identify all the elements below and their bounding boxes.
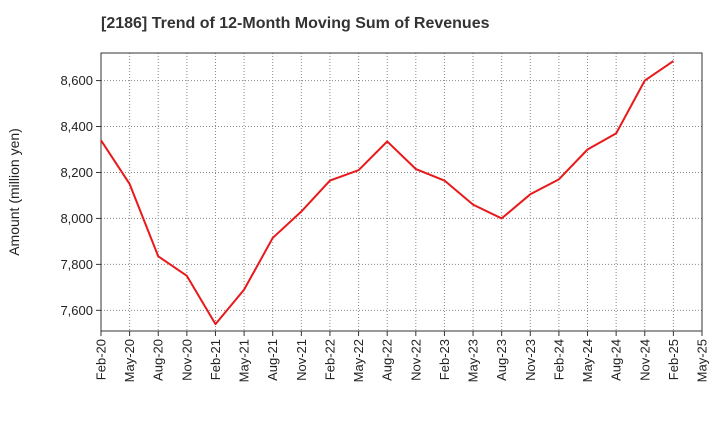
x-tick-label: May-25 <box>695 339 710 382</box>
grid-lines <box>100 53 703 331</box>
x-tick-label: Nov-23 <box>523 339 538 381</box>
y-tick-label: 8,200 <box>60 165 93 180</box>
y-axis-label: Amount (million yen) <box>6 128 22 256</box>
y-axis-ticks: 7,600 7,800 8,000 8,200 8,400 8,600 <box>60 73 101 318</box>
series-line <box>100 60 674 326</box>
x-tick-label: May-22 <box>351 339 366 382</box>
x-axis-ticks: Feb-20 May-20 Aug-20 Nov-20 Feb-21 May-21 Aug-… <box>94 331 710 382</box>
x-tick-label: Feb-25 <box>666 339 681 380</box>
y-tick-label: 7,800 <box>60 257 93 272</box>
y-tick-label: 8,400 <box>60 119 93 134</box>
series-layer <box>100 60 674 326</box>
x-tick-label: Feb-21 <box>208 339 223 380</box>
x-tick-label: Feb-24 <box>551 339 566 380</box>
chart-title: [2186] Trend of 12-Month Moving Sum of R… <box>101 15 490 32</box>
x-tick-label: May-21 <box>237 339 252 382</box>
x-tick-label: Aug-21 <box>265 339 280 381</box>
x-tick-label: May-24 <box>580 339 595 382</box>
x-tick-label: Nov-24 <box>637 339 652 381</box>
x-tick-label: Aug-24 <box>609 339 624 381</box>
x-tick-label: Nov-20 <box>179 339 194 381</box>
x-tick-label: Feb-23 <box>437 339 452 380</box>
x-tick-label: May-20 <box>122 339 137 382</box>
y-tick-label: 8,600 <box>60 73 93 88</box>
y-tick-label: 7,600 <box>60 303 93 318</box>
x-tick-label: May-23 <box>466 339 481 382</box>
x-tick-label: Nov-21 <box>294 339 309 381</box>
x-tick-label: Aug-23 <box>494 339 509 381</box>
x-tick-label: Nov-22 <box>408 339 423 381</box>
plot-area-frame <box>100 52 703 332</box>
x-tick-label: Feb-20 <box>94 339 109 380</box>
y-tick-label: 8,000 <box>60 211 93 226</box>
x-tick-label: Feb-22 <box>322 339 337 380</box>
x-tick-label: Aug-20 <box>151 339 166 381</box>
x-tick-label: Aug-22 <box>380 339 395 381</box>
